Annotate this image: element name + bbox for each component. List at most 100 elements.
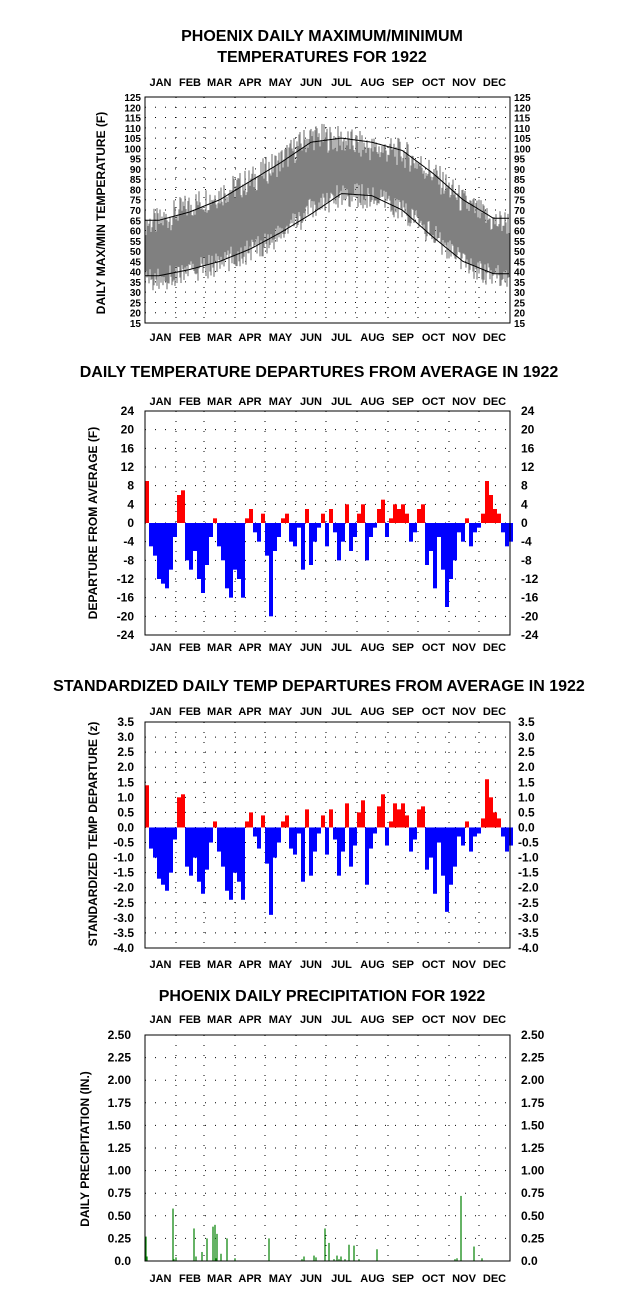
month-label-bottom: MAY — [269, 959, 293, 971]
month-label-bottom: SEP — [392, 642, 414, 654]
departure-bar-positive — [481, 513, 485, 523]
departure-bar-positive — [181, 794, 185, 828]
y-tick-label-right: 95 — [514, 155, 526, 166]
departure-bar-negative — [509, 523, 513, 542]
y-tick-label-right: 2.5 — [518, 745, 535, 759]
y-tick-label-left: 115 — [125, 114, 142, 125]
y-tick-label-right: -4.0 — [518, 941, 539, 955]
y-tick-label-right: 60 — [514, 227, 526, 238]
y-tick-label-right: 2.50 — [521, 1028, 545, 1042]
month-label-top: NOV — [452, 1014, 477, 1026]
y-tick-label-right: -2.5 — [518, 896, 539, 910]
y-tick-label-right: 2.0 — [518, 760, 535, 774]
y-tick-label-right: 1.75 — [521, 1096, 545, 1110]
departure-bar-negative — [189, 827, 193, 876]
departure-bar-negative — [169, 523, 173, 570]
departure-bar-negative — [169, 827, 173, 873]
month-label-top: FEB — [179, 77, 201, 89]
y-tick-label-right: 1.00 — [521, 1164, 545, 1178]
y-tick-label-left: 70 — [130, 206, 142, 217]
departure-bar-positive — [345, 504, 349, 523]
y-tick-label-right: 1.25 — [521, 1141, 545, 1155]
standardized-chart-y-ticks-right: -4.0-3.5-3.0-2.5-2.0-1.5-1.0-0.50.00.51.… — [518, 715, 539, 955]
y-tick-label-left: 95 — [130, 155, 142, 166]
y-tick-label-right: 3.0 — [518, 730, 535, 744]
y-tick-label-left: 2.50 — [108, 1028, 132, 1042]
normal-min-line — [145, 193, 509, 277]
departure-bar-negative — [373, 827, 377, 834]
month-label-bottom: NOV — [452, 332, 477, 344]
month-label-bottom: FEB — [179, 1273, 201, 1285]
departure-bar-negative — [457, 827, 461, 837]
month-label-bottom: JUL — [331, 332, 352, 344]
month-label-bottom: DEC — [483, 959, 506, 971]
y-tick-label-left: 15 — [130, 319, 142, 330]
month-label-top: OCT — [422, 77, 446, 89]
departure-bar-negative — [461, 827, 465, 846]
departure-bar-negative — [289, 523, 293, 542]
month-label-top: NOV — [452, 706, 477, 718]
y-tick-label-left: -3.5 — [113, 926, 134, 940]
departure-bar-positive — [405, 815, 409, 828]
precipitation-chart-month-labels-top: JAN FEB MAR APR MAY JUN JUL AUG SEP OCT NOV DEC — [149, 1014, 506, 1026]
y-tick-label-left: 90 — [130, 165, 142, 176]
y-tick-label-left: 40 — [130, 268, 142, 279]
month-label-top: JAN — [149, 706, 171, 718]
month-label-top: OCT — [422, 706, 446, 718]
month-label-bottom: JUL — [331, 1273, 352, 1285]
departure-bar-negative — [173, 827, 177, 840]
y-tick-label-left: 0 — [127, 516, 134, 530]
departure-bar-negative — [441, 827, 445, 876]
y-tick-label-left: 24 — [121, 404, 135, 418]
y-tick-label-right: 0 — [521, 516, 528, 530]
departure-bar-negative — [149, 827, 153, 849]
month-label-top: MAR — [207, 1014, 232, 1026]
departure-bar-negative — [309, 827, 313, 876]
departure-bar-negative — [473, 827, 477, 837]
departure-chart-y-ticks-left: -24 -20 -16 -12 -8 -4 0 4 8 12 16 20 24 — [117, 404, 135, 642]
y-tick-label-left: 20 — [121, 423, 135, 437]
departure-bar-negative — [189, 523, 193, 570]
precipitation-chart-y-ticks-right: 0.0 0.25 0.50 0.75 1.00 1.25 1.50 1.75 2.00 2.25 2… — [521, 1028, 545, 1268]
y-tick-label-right: 25 — [514, 298, 526, 309]
temp-chart-month-labels-top: JAN FEB MAR APR MAY JUN JUL AUG SEP OCT NOV DEC — [149, 77, 506, 89]
departure-bar-positive — [261, 513, 265, 523]
departure-bar-negative — [429, 523, 433, 551]
departure-bar-negative — [341, 523, 345, 542]
y-tick-label-right: 110 — [514, 124, 531, 135]
departure-bar-positive — [321, 815, 325, 828]
y-tick-label-left: 80 — [130, 185, 142, 196]
month-label-bottom: MAR — [207, 1273, 232, 1285]
departure-bar-positive — [285, 815, 289, 828]
departure-bar-positive — [377, 509, 381, 523]
month-label-top: MAR — [207, 706, 232, 718]
y-tick-label-right: 0.25 — [521, 1231, 545, 1245]
y-tick-label-left: 50 — [130, 247, 142, 258]
y-tick-label-right: 12 — [521, 460, 535, 474]
departure-bar-negative — [253, 523, 257, 533]
temp-chart-title-line1: PHOENIX DAILY MAXIMUM/MINIMUM — [181, 28, 463, 45]
departure-bar-negative — [385, 523, 389, 537]
departure-bar-positive — [345, 803, 349, 828]
y-tick-label-right: 65 — [514, 216, 526, 227]
departure-bar-negative — [469, 523, 473, 547]
month-label-bottom: JUL — [331, 959, 352, 971]
month-label-top: OCT — [422, 396, 446, 408]
temp-chart-title-line2: TEMPERATURES FOR 1922 — [217, 49, 427, 66]
y-tick-label-right: -3.5 — [518, 926, 539, 940]
month-label-bottom: APR — [238, 642, 261, 654]
y-tick-label-right: 30 — [514, 288, 526, 299]
departure-bar-negative — [201, 827, 205, 894]
precipitation-chart: PHOENIX DAILY PRECIPITATION FOR 1922 JAN… — [78, 988, 545, 1285]
departure-bar-positive — [417, 509, 421, 523]
departure-chart-y-ticks-right: -24 -20 -16 -12 -8 -4 0 4 8 12 16 20 24 — [521, 404, 539, 642]
departure-bar-negative — [505, 523, 509, 547]
departure-bar-positive — [485, 779, 489, 828]
y-tick-label-left: 0.50 — [108, 1209, 132, 1223]
departure-bar-negative — [253, 827, 257, 837]
departure-bar-negative — [241, 827, 245, 900]
precipitation-chart-title: PHOENIX DAILY PRECIPITATION FOR 1922 — [159, 988, 486, 1005]
month-label-bottom: AUG — [360, 642, 384, 654]
temp-chart-y-ticks-right: 1520253035404550556065707580859095100105… — [514, 93, 531, 330]
departure-bar-negative — [153, 827, 157, 858]
